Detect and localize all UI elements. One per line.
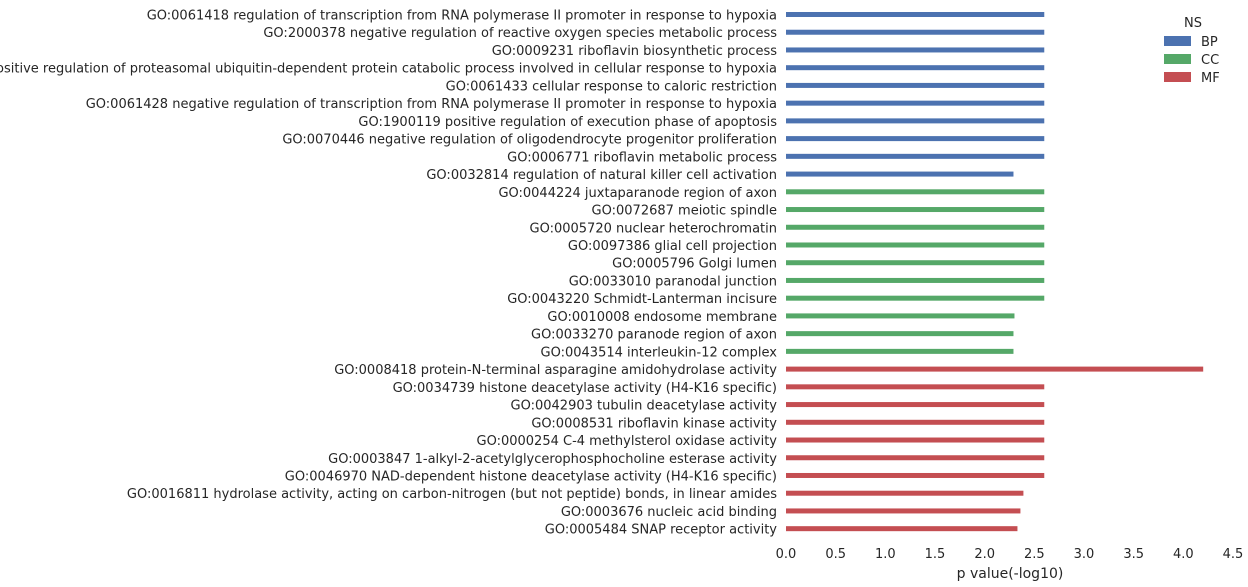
category-label-20: GO:0008418 protein-N-terminal asparagine… [334,363,777,378]
bar-11 [786,207,1045,213]
legend-swatch-bp [1164,36,1191,46]
category-label-21: GO:0034739 histone deacetylase activity … [393,381,777,396]
bar-29 [786,526,1018,532]
category-label-2: GO:0009231 riboflavin biosynthetic proce… [492,44,778,59]
bar-4 [786,82,1045,88]
category-label-16: GO:0043220 Schmidt-Lanterman incisure [507,292,777,307]
bar-6 [786,118,1045,124]
bar-8 [786,153,1045,159]
category-label-10: GO:0044224 juxtaparanode region of axon [498,186,777,201]
legend-label-mf: MF [1201,71,1220,86]
x-tick-label-0: 0.0 [776,547,797,562]
category-label-12: GO:0005720 nuclear heterochromatin [530,221,778,236]
category-label-6: GO:1900119 positive regulation of execut… [358,115,777,130]
bar-2 [786,47,1045,53]
legend-title: NS [1184,16,1202,31]
category-label-28: GO:0003676 nucleic acid binding [561,505,777,520]
category-label-3: GO:2000777 positive regulation of protea… [0,62,777,77]
category-label-25: GO:0003847 1-alkyl-2-acetylglycerophosph… [328,452,777,467]
x-tick-label-5: 2.5 [1024,547,1045,562]
bar-22 [786,402,1045,408]
x-axis-ticks-group: 0.0 0.5 1.0 1.5 2.0 2.5 3.0 3.5 4.0 4.5 [776,547,1244,562]
category-label-14: GO:0005796 Golgi lumen [612,257,777,272]
x-tick-label-7: 3.5 [1123,547,1144,562]
x-tick-label-8: 4.0 [1173,547,1194,562]
category-label-22: GO:0042903 tubulin deacetylase activity [511,399,778,414]
bar-27 [786,490,1024,496]
category-label-27: GO:0016811 hydrolase activity, acting on… [127,487,777,502]
category-label-0: GO:0061418 regulation of transcription f… [147,9,777,24]
bar-19 [786,348,1014,354]
x-tick-label-4: 2.0 [974,547,995,562]
bar-7 [786,136,1045,142]
bars-group [786,12,1204,532]
bar-9 [786,171,1014,177]
bar-18 [786,331,1014,337]
legend-swatch-mf [1164,72,1191,82]
bar-0 [786,12,1045,17]
category-labels-group: GO:0061418 regulation of transcription f… [0,9,777,538]
category-label-29: GO:0005484 SNAP receptor activity [545,523,778,538]
category-label-5: GO:0061428 negative regulation of transc… [86,97,777,112]
bar-21 [786,384,1045,390]
bar-26 [786,472,1045,478]
bar-1 [786,29,1045,35]
x-tick-label-6: 3.0 [1074,547,1095,562]
legend-label-cc: CC [1201,53,1219,68]
bar-10 [786,189,1045,195]
legend: NS BP CC MF [1164,16,1220,86]
legend-swatch-cc [1164,54,1191,64]
x-tick-label-2: 1.0 [875,547,896,562]
bar-23 [786,419,1045,425]
bar-20 [786,366,1204,372]
bar-14 [786,260,1045,266]
category-label-1: GO:2000378 negative regulation of reacti… [263,26,777,41]
category-label-19: GO:0043514 interleukin-12 complex [541,345,778,360]
bar-5 [786,100,1045,106]
category-label-8: GO:0006771 riboflavin metabolic process [507,150,777,165]
category-label-7: GO:0070446 negative regulation of oligod… [282,133,777,148]
bar-28 [786,508,1021,514]
category-label-23: GO:0008531 riboflavin kinase activity [531,416,777,431]
x-tick-label-1: 0.5 [825,547,846,562]
bar-13 [786,242,1045,248]
bar-16 [786,295,1045,301]
x-tick-label-3: 1.5 [925,547,946,562]
legend-entries: BP CC MF [1164,35,1220,86]
category-label-4: GO:0061433 cellular response to caloric … [446,79,777,94]
bar-15 [786,277,1045,283]
category-label-24: GO:0000254 C-4 methylsterol oxidase acti… [477,434,778,449]
bar-12 [786,224,1045,230]
category-label-26: GO:0046970 NAD-dependent histone deacety… [285,469,777,484]
legend-label-bp: BP [1201,35,1218,50]
bar-3 [786,65,1045,71]
category-label-17: GO:0010008 endosome membrane [547,310,777,325]
category-label-9: GO:0032814 regulation of natural killer … [426,168,777,183]
x-tick-label-9: 4.5 [1223,547,1244,562]
category-label-15: GO:0033010 paranodal junction [569,274,777,289]
category-label-18: GO:0033270 paranode region of axon [531,328,777,343]
bar-25 [786,455,1045,461]
bar-24 [786,437,1045,443]
category-label-11: GO:0072687 meiotic spindle [592,204,777,219]
bar-17 [786,313,1015,319]
x-axis-title: p value(-log10) [957,566,1064,582]
category-label-13: GO:0097386 glial cell projection [568,239,777,254]
